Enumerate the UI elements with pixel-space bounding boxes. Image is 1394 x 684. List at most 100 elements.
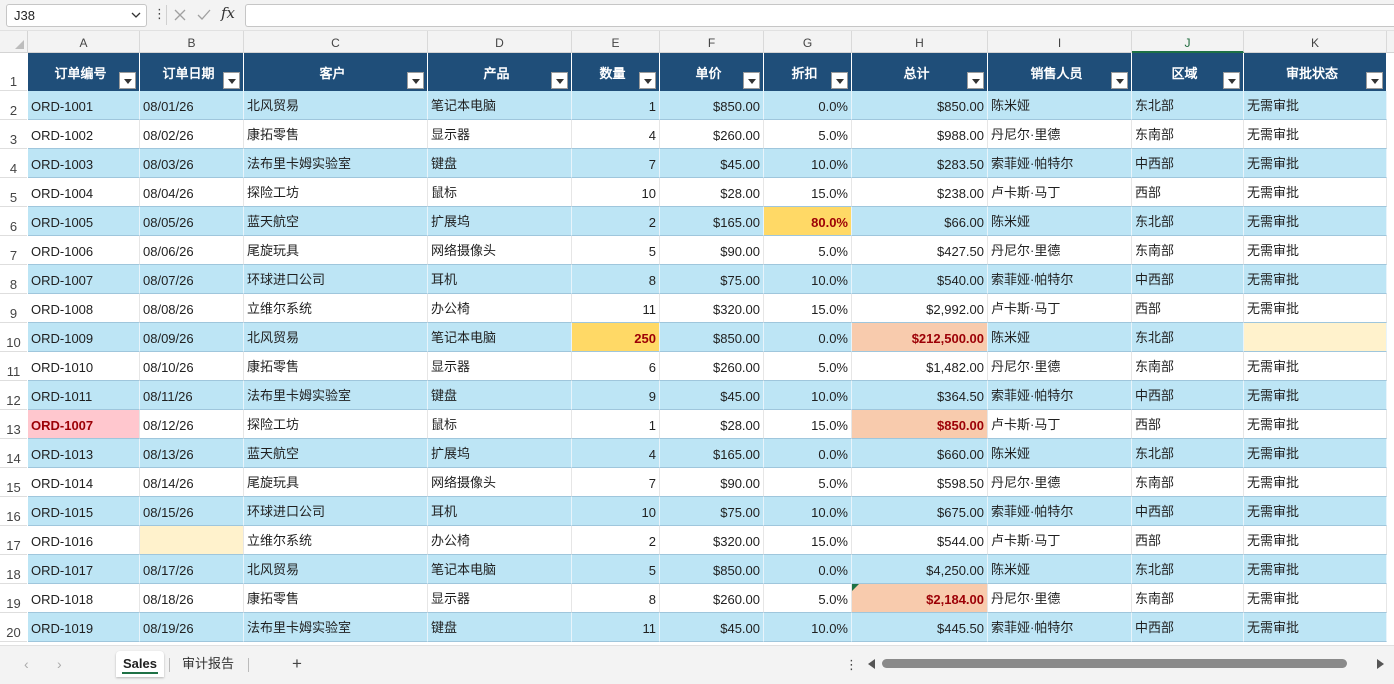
cell-b2[interactable]: 08/01/26: [140, 91, 244, 120]
cell-j14[interactable]: 东北部: [1132, 439, 1244, 468]
cell-j6[interactable]: 东北部: [1132, 207, 1244, 236]
cell-f13[interactable]: $28.00: [660, 410, 764, 439]
cell-e8[interactable]: 8: [572, 265, 660, 294]
cell-h3[interactable]: $988.00: [852, 120, 988, 149]
cell-c4[interactable]: 法布里卡姆实验室: [244, 149, 428, 178]
cell-j9[interactable]: 西部: [1132, 294, 1244, 323]
cell-j2[interactable]: 东北部: [1132, 91, 1244, 120]
row-header-7[interactable]: 7: [0, 236, 27, 265]
cell-h16[interactable]: $675.00: [852, 497, 988, 526]
cell-d8[interactable]: 耳机: [428, 265, 572, 294]
cell-i16[interactable]: 索菲娅·帕特尔: [988, 497, 1132, 526]
row-header-12[interactable]: 12: [0, 381, 27, 410]
cell-h6[interactable]: $66.00: [852, 207, 988, 236]
cell-c11[interactable]: 康拓零售: [244, 352, 428, 381]
filter-dropdown-icon[interactable]: [119, 72, 136, 89]
cell-a18[interactable]: ORD-1017: [28, 555, 140, 584]
filter-dropdown-icon[interactable]: [551, 72, 568, 89]
cell-c8[interactable]: 环球进口公司: [244, 265, 428, 294]
cell-g12[interactable]: 10.0%: [764, 381, 852, 410]
cell-g19[interactable]: 5.0%: [764, 584, 852, 613]
row-header-17[interactable]: 17: [0, 526, 27, 555]
cell-b16[interactable]: 08/15/26: [140, 497, 244, 526]
cell-e5[interactable]: 10: [572, 178, 660, 207]
filter-dropdown-icon[interactable]: [967, 72, 984, 89]
cell-h9[interactable]: $2,992.00: [852, 294, 988, 323]
cell-a9[interactable]: ORD-1008: [28, 294, 140, 323]
cell-f5[interactable]: $28.00: [660, 178, 764, 207]
cell-b20[interactable]: 08/19/26: [140, 613, 244, 642]
cell-g18[interactable]: 0.0%: [764, 555, 852, 584]
column-header-b[interactable]: B: [140, 31, 244, 53]
cell-h8[interactable]: $540.00: [852, 265, 988, 294]
cell-a13[interactable]: ORD-1007: [28, 410, 140, 439]
cell-b9[interactable]: 08/08/26: [140, 294, 244, 323]
cell-j7[interactable]: 东南部: [1132, 236, 1244, 265]
cell-c19[interactable]: 康拓零售: [244, 584, 428, 613]
cell-j5[interactable]: 西部: [1132, 178, 1244, 207]
cell-i15[interactable]: 丹尼尔·里德: [988, 468, 1132, 497]
cell-k15[interactable]: 无需审批: [1244, 468, 1387, 497]
cell-f4[interactable]: $45.00: [660, 149, 764, 178]
cell-e19[interactable]: 8: [572, 584, 660, 613]
cell-d6[interactable]: 扩展坞: [428, 207, 572, 236]
cell-c16[interactable]: 环球进口公司: [244, 497, 428, 526]
sheet-tab-sales[interactable]: Sales: [116, 651, 164, 677]
cell-h4[interactable]: $283.50: [852, 149, 988, 178]
table-header-cell[interactable]: 客户: [244, 53, 428, 91]
cell-e12[interactable]: 9: [572, 381, 660, 410]
horizontal-scrollbar[interactable]: [880, 657, 1372, 670]
cell-g11[interactable]: 5.0%: [764, 352, 852, 381]
cell-c17[interactable]: 立维尔系统: [244, 526, 428, 555]
cell-c3[interactable]: 康拓零售: [244, 120, 428, 149]
row-header-14[interactable]: 14: [0, 439, 27, 468]
cell-g6[interactable]: 80.0%: [764, 207, 852, 236]
cell-g5[interactable]: 15.0%: [764, 178, 852, 207]
cell-d5[interactable]: 鼠标: [428, 178, 572, 207]
cell-h11[interactable]: $1,482.00: [852, 352, 988, 381]
row-header-1[interactable]: 1: [0, 53, 27, 91]
check-icon[interactable]: [196, 7, 212, 23]
cell-c12[interactable]: 法布里卡姆实验室: [244, 381, 428, 410]
table-header-cell[interactable]: 折扣: [764, 53, 852, 91]
cell-g14[interactable]: 0.0%: [764, 439, 852, 468]
cell-j20[interactable]: 中西部: [1132, 613, 1244, 642]
row-header-11[interactable]: 11: [0, 352, 27, 381]
cell-k10[interactable]: [1244, 323, 1387, 352]
table-header-cell[interactable]: 区域: [1132, 53, 1244, 91]
filter-dropdown-icon[interactable]: [1111, 72, 1128, 89]
cell-b18[interactable]: 08/17/26: [140, 555, 244, 584]
cell-c5[interactable]: 探险工坊: [244, 178, 428, 207]
cell-b12[interactable]: 08/11/26: [140, 381, 244, 410]
cell-b13[interactable]: 08/12/26: [140, 410, 244, 439]
cell-j10[interactable]: 东北部: [1132, 323, 1244, 352]
cell-h15[interactable]: $598.50: [852, 468, 988, 497]
cell-g15[interactable]: 5.0%: [764, 468, 852, 497]
cell-b19[interactable]: 08/18/26: [140, 584, 244, 613]
cell-e9[interactable]: 11: [572, 294, 660, 323]
prev-sheet-icon[interactable]: ‹: [24, 656, 29, 672]
cell-f18[interactable]: $850.00: [660, 555, 764, 584]
cell-a10[interactable]: ORD-1009: [28, 323, 140, 352]
cell-k19[interactable]: 无需审批: [1244, 584, 1387, 613]
cell-c18[interactable]: 北风贸易: [244, 555, 428, 584]
cancel-icon[interactable]: [172, 7, 188, 23]
cell-d15[interactable]: 网络摄像头: [428, 468, 572, 497]
cell-k16[interactable]: 无需审批: [1244, 497, 1387, 526]
cell-f19[interactable]: $260.00: [660, 584, 764, 613]
filter-dropdown-icon[interactable]: [831, 72, 848, 89]
name-box[interactable]: J38: [6, 4, 147, 27]
cell-k2[interactable]: 无需审批: [1244, 91, 1387, 120]
cell-b5[interactable]: 08/04/26: [140, 178, 244, 207]
cell-k4[interactable]: 无需审批: [1244, 149, 1387, 178]
cell-d19[interactable]: 显示器: [428, 584, 572, 613]
cell-b6[interactable]: 08/05/26: [140, 207, 244, 236]
cell-g8[interactable]: 10.0%: [764, 265, 852, 294]
cell-d2[interactable]: 笔记本电脑: [428, 91, 572, 120]
column-header-i[interactable]: I: [988, 31, 1132, 53]
cell-c2[interactable]: 北风贸易: [244, 91, 428, 120]
cell-k5[interactable]: 无需审批: [1244, 178, 1387, 207]
cell-e17[interactable]: 2: [572, 526, 660, 555]
cell-e10[interactable]: 250: [572, 323, 660, 352]
cell-h5[interactable]: $238.00: [852, 178, 988, 207]
